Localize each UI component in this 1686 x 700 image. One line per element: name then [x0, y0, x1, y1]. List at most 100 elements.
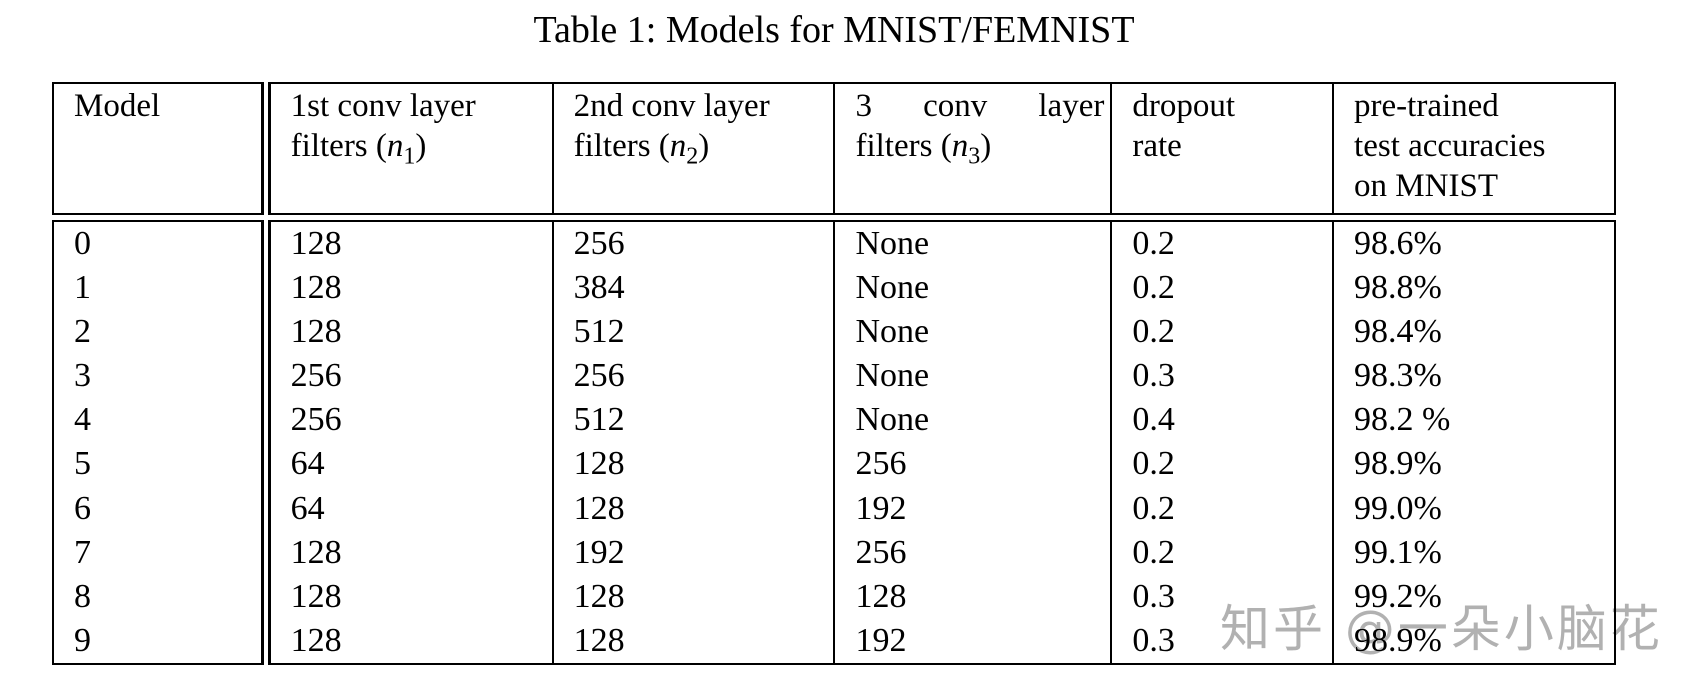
table-row: 0 128 256 None 0.2 98.6%: [53, 221, 1615, 267]
header-label: filters (n2): [573, 128, 710, 170]
header-label: 1st conv layer: [290, 88, 476, 124]
header-label: filters (n3): [855, 128, 992, 170]
cell-n1: 128: [260, 530, 553, 575]
math-var-n2: n: [669, 128, 687, 164]
cell-n3: 128: [833, 574, 1112, 619]
cell-n1: 128: [260, 310, 553, 355]
cell-n3: 256: [833, 530, 1112, 575]
math-var-n3: n: [951, 128, 969, 164]
cell-model: 2: [74, 313, 91, 351]
models-table-header: Model 1st conv layer filters (n1) 2nd co…: [52, 82, 1616, 215]
col-header-conv2-filters: 2nd conv layer filters (n2): [551, 83, 835, 214]
col-header-model: Model: [53, 83, 266, 214]
header-label: rate: [1132, 128, 1182, 164]
cell-accuracy: 98.2 %: [1332, 398, 1615, 443]
cell-n3: None: [833, 354, 1112, 399]
cell-n2: 128: [551, 486, 835, 531]
cell-n2: 512: [551, 398, 835, 443]
cell-n1: 128: [260, 618, 553, 664]
cell-model: 4: [74, 401, 91, 439]
math-sub-1: 1: [403, 143, 416, 170]
cell-n1: 64: [260, 442, 553, 487]
cell-n3: 256: [833, 442, 1112, 487]
col-header-conv3-filters: 3 conv layer filters (n3): [833, 83, 1112, 214]
cell-model: 0: [74, 225, 91, 262]
cell-model: 8: [74, 577, 91, 615]
header-label: on MNIST: [1354, 168, 1498, 204]
cell-accuracy: 98.8%: [1332, 266, 1615, 311]
header-label: 3 conv layer: [855, 88, 1105, 124]
table-row: 7 128 192 256 0.2 99.1%: [53, 530, 1615, 575]
cell-n3: None: [833, 221, 1112, 267]
cell-n1: 64: [260, 486, 553, 531]
col-header-pretrained-accuracy: pre-trained test accuracies on MNIST: [1332, 83, 1615, 214]
cell-n1: 256: [260, 398, 553, 443]
col-header-conv1-filters: 1st conv layer filters (n1): [260, 83, 553, 214]
cell-n1: 128: [260, 221, 553, 267]
cell-accuracy: 98.6%: [1332, 221, 1615, 267]
cell-n2: 256: [551, 221, 835, 267]
header-label: test accuracies: [1354, 128, 1546, 164]
cell-n2: 128: [551, 442, 835, 487]
header-label: filters (n1): [290, 128, 427, 170]
cell-accuracy: 99.0%: [1332, 486, 1615, 531]
cell-dropout: 0.2: [1110, 221, 1334, 267]
header-label: pre-trained: [1354, 88, 1499, 124]
cell-dropout: 0.3: [1110, 354, 1334, 399]
cell-accuracy: 98.9%: [1332, 442, 1615, 487]
header-row: Model 1st conv layer filters (n1) 2nd co…: [53, 83, 1615, 214]
cell-accuracy: 99.2%: [1332, 574, 1615, 619]
cell-dropout: 0.2: [1110, 310, 1334, 355]
cell-n3: None: [833, 398, 1112, 443]
table-row: 1 128 384 None 0.2 98.8%: [53, 266, 1615, 311]
cell-n2: 128: [551, 618, 835, 664]
cell-n2: 192: [551, 530, 835, 575]
cell-n1: 128: [260, 266, 553, 311]
table-row: 2 128 512 None 0.2 98.4%: [53, 310, 1615, 355]
cell-model: 1: [74, 269, 91, 307]
cell-n2: 128: [551, 574, 835, 619]
table-row: 4 256 512 None 0.4 98.2 %: [53, 398, 1615, 443]
math-sub-3: 3: [968, 143, 981, 170]
cell-accuracy: 98.9%: [1332, 618, 1615, 664]
cell-dropout: 0.2: [1110, 486, 1334, 531]
cell-n2: 256: [551, 354, 835, 399]
table-row: 3 256 256 None 0.3 98.3%: [53, 354, 1615, 399]
cell-model: 3: [74, 357, 91, 395]
table-row: 6 64 128 192 0.2 99.0%: [53, 486, 1615, 531]
table-row: 5 64 128 256 0.2 98.9%: [53, 442, 1615, 487]
table-row: 9 128 128 192 0.3 98.9%: [53, 618, 1615, 664]
models-table-body: 0 128 256 None 0.2 98.6% 1 128 384 None …: [52, 220, 1616, 665]
cell-n3: 192: [833, 618, 1112, 664]
cell-n2: 384: [551, 266, 835, 311]
cell-model: 5: [74, 445, 91, 483]
cell-dropout: 0.2: [1110, 530, 1334, 575]
cell-model: 9: [74, 621, 91, 659]
col-header-dropout-rate: dropout rate: [1110, 83, 1334, 214]
cell-dropout: 0.2: [1110, 442, 1334, 487]
cell-dropout: 0.3: [1110, 574, 1334, 619]
cell-model: 7: [74, 533, 91, 571]
cell-n3: None: [833, 266, 1112, 311]
table-caption: Table 1: Models for MNIST/FEMNIST: [533, 9, 1135, 51]
cell-n2: 512: [551, 310, 835, 355]
cell-n1: 128: [260, 574, 553, 619]
header-label: dropout: [1132, 88, 1236, 124]
cell-dropout: 0.2: [1110, 266, 1334, 311]
math-sub-2: 2: [686, 143, 699, 170]
cell-accuracy: 99.1%: [1332, 530, 1615, 575]
cell-model: 6: [74, 489, 91, 527]
cell-accuracy: 98.3%: [1332, 354, 1615, 399]
cell-accuracy: 98.4%: [1332, 310, 1615, 355]
cell-dropout: 0.4: [1110, 398, 1334, 443]
table-row: 8 128 128 128 0.3 99.2%: [53, 574, 1615, 619]
cell-dropout: 0.3: [1110, 618, 1334, 664]
cell-n1: 256: [260, 354, 553, 399]
cell-n3: None: [833, 310, 1112, 355]
math-var-n1: n: [386, 128, 404, 164]
models-table: Model 1st conv layer filters (n1) 2nd co…: [52, 82, 1616, 665]
header-label: Model: [74, 88, 161, 124]
header-label: 2nd conv layer: [573, 88, 770, 124]
cell-n3: 192: [833, 486, 1112, 531]
